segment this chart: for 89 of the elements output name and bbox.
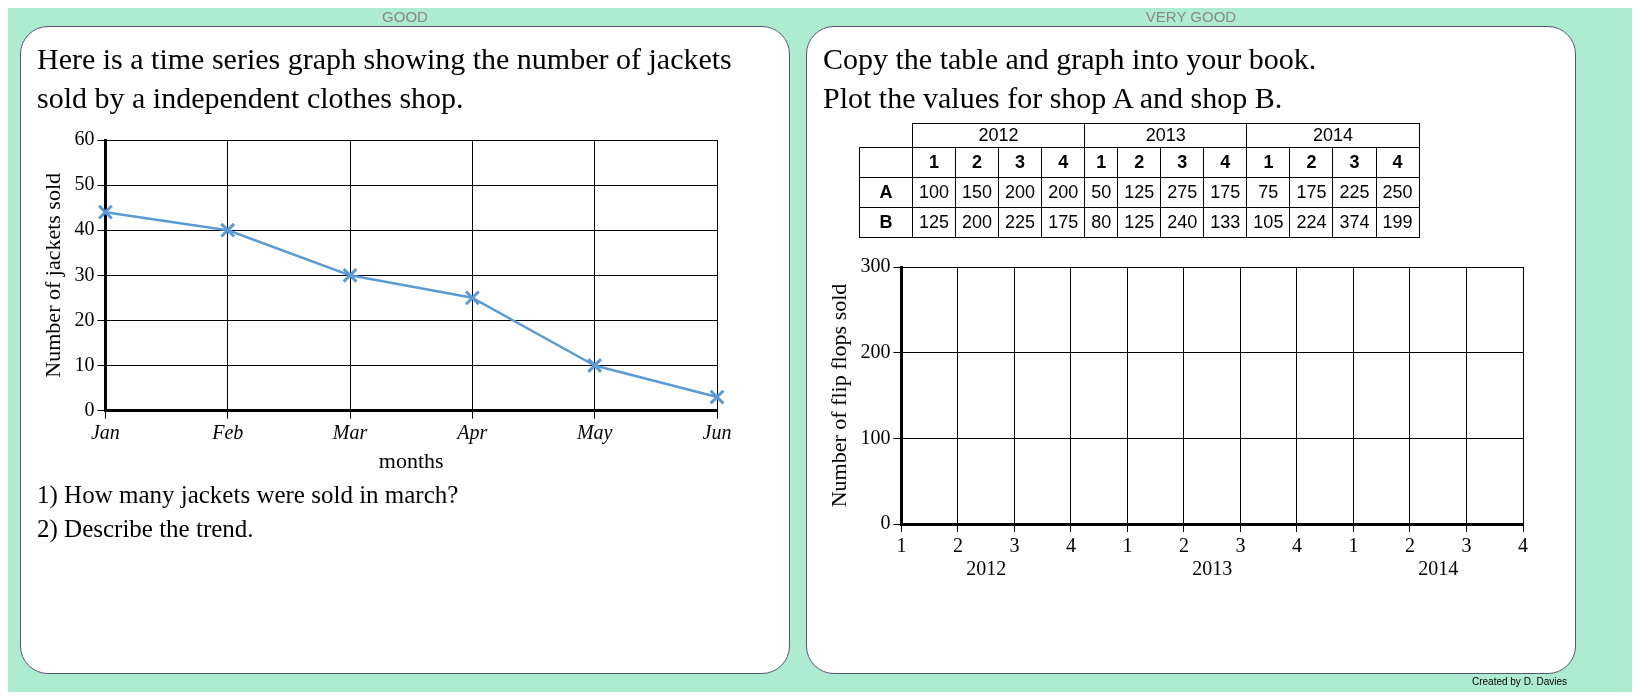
text: 2012 [966,557,1007,580]
point [709,389,725,405]
data-label: 250 [1376,177,1420,208]
data-label: 175 [1203,177,1247,208]
x-tick-label: 2 [1289,147,1333,178]
x-tick-label: 4 [1065,534,1076,557]
data-label: 105 [1246,207,1290,238]
text: 2013 [1192,557,1233,580]
data-label: 374 [1332,207,1376,238]
x-tick-label: Jun [702,420,732,443]
y-tick-label: 20 [74,307,95,330]
point [586,357,603,374]
data-label: 175 [1041,207,1085,238]
y-tick-label: A [859,177,913,208]
x-tick-label: Jan [90,420,120,443]
x-tick-label: 3 [1009,534,1020,557]
x-tick-label: 2 [1178,534,1189,557]
point [219,222,236,239]
data-label: 50 [1084,177,1118,208]
data-label: 133 [1203,207,1247,238]
x-tick-label: Apr [455,420,488,444]
y-axis-title: Number of jackets sold [39,172,65,378]
x-tick-label: 1 [1084,147,1118,178]
data-label: 199 [1376,207,1420,238]
data-label: 200 [1041,177,1085,208]
x-axis-title: months [378,447,444,473]
y-tick-label: 60 [74,127,95,150]
data-label: 224 [1289,207,1333,238]
point [97,204,114,221]
y-tick-label: 50 [74,172,95,195]
y-axis-title: Number of flip flops sold [825,283,851,508]
data-label: 225 [998,207,1042,238]
x-tick-label: 4 [1291,534,1302,557]
x-tick-label: 3 [1160,147,1204,178]
y-tick-label: 300 [860,254,891,277]
x-tick-label: 4 [1203,147,1247,178]
y-tick-label: 0 [880,511,891,534]
chart-title: Copy the table and graph into your book. Plot the values for shop A and shop B. [823,41,1318,116]
y-tick-label: 200 [860,339,891,362]
x-tick-label: 3 [1332,147,1376,178]
x-tick-label: 3 [1461,534,1472,557]
text: Created by D. Davies [1471,676,1567,687]
chart-title: Here is a time series graph showing the number of jackets sold by a independent clothes shop. [37,41,733,116]
y-tick-label: 10 [74,352,95,375]
x-tick-label: 4 [1376,147,1420,178]
text: 2014 [1246,123,1420,148]
x-tick-label: 1 [1348,534,1359,557]
text: 1) How many jackets were sold in march? [37,481,460,509]
y-tick-label: 40 [74,217,95,240]
data-label: 80 [1084,207,1118,238]
text: 2013 [1084,123,1247,148]
data-label: 125 [912,207,956,238]
data-label: 275 [1160,177,1204,208]
x-tick-label: 1 [1246,147,1290,178]
x-tick-label: 4 [1041,147,1085,178]
y-tick-label: 30 [74,262,95,285]
y-tick-label: 100 [860,425,891,448]
x-tick-label: May [575,420,613,444]
y-tick-label: B [859,207,913,238]
y-tick-label: 0 [84,397,95,420]
x-tick-label: 2 [955,147,999,178]
data-label: 175 [1289,177,1333,208]
text: 2012 [912,123,1085,148]
x-tick-label: 3 [998,147,1042,178]
x-tick-label: 1 [896,534,907,557]
text: 2) Describe the trend. [37,515,255,543]
x-tick-label: 4 [1518,534,1528,557]
data-label: 75 [1246,177,1290,208]
text: 2014 [1418,557,1459,580]
data-label: 100 [912,177,956,208]
chart-subtitle: VERY GOOD [1144,8,1238,25]
x-tick-label: 3 [1235,534,1246,557]
data-label: 125 [1117,207,1161,238]
data-label: 225 [1332,177,1376,208]
x-tick-label: Mar [331,420,368,443]
data-label: 200 [955,207,999,238]
point [464,289,481,306]
x-tick-label: 2 [1117,147,1161,178]
x-tick-label: 1 [1122,534,1133,557]
data-label: 200 [998,177,1042,208]
data-label: 125 [1117,177,1161,208]
x-tick-label: 1 [912,147,956,178]
x-tick-label: 2 [1404,534,1415,557]
data-label: 240 [1160,207,1204,238]
point [342,267,358,284]
chart-subtitle: GOOD [381,8,429,25]
x-tick-label: Feb [211,420,244,443]
x-tick-label: 2 [952,534,963,557]
data-label: 150 [955,177,999,208]
